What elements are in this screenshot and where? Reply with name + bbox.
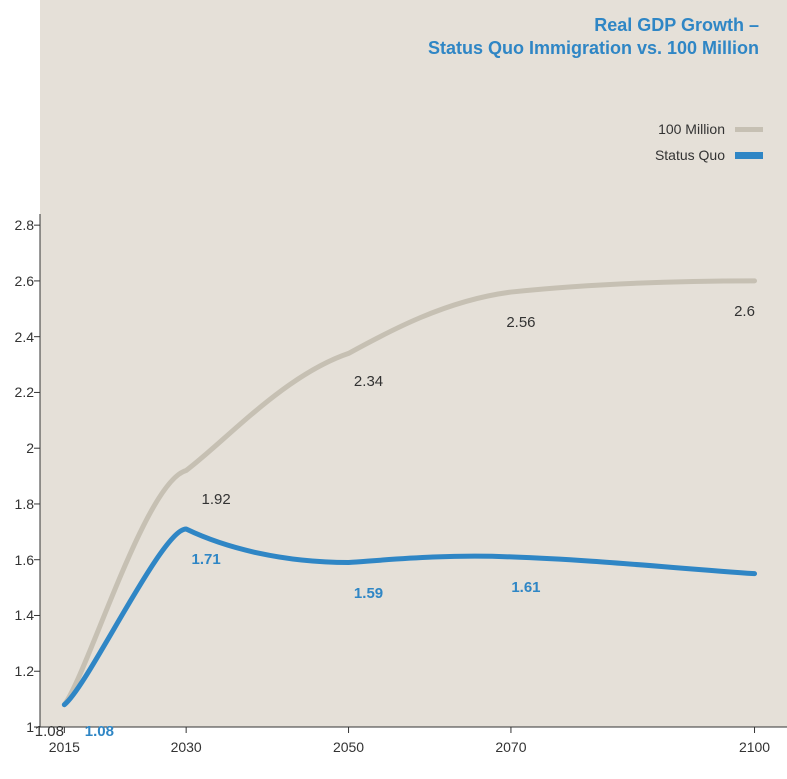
data-label: 1.71: [192, 551, 221, 568]
data-label: 2.56: [506, 314, 535, 331]
data-label: 1.08: [85, 723, 114, 740]
series-lines: [0, 0, 787, 779]
gdp-growth-chart: Real GDP Growth – Status Quo Immigration…: [0, 0, 787, 779]
series-line: [64, 281, 754, 705]
data-label: 1.08: [35, 723, 64, 740]
data-label: 2.34: [354, 373, 383, 390]
data-label: 1.59: [354, 585, 383, 602]
data-label: 2.6: [734, 303, 755, 320]
series-line: [64, 529, 754, 705]
data-label: 1.61: [511, 579, 540, 596]
data-label: 1.92: [202, 491, 231, 508]
